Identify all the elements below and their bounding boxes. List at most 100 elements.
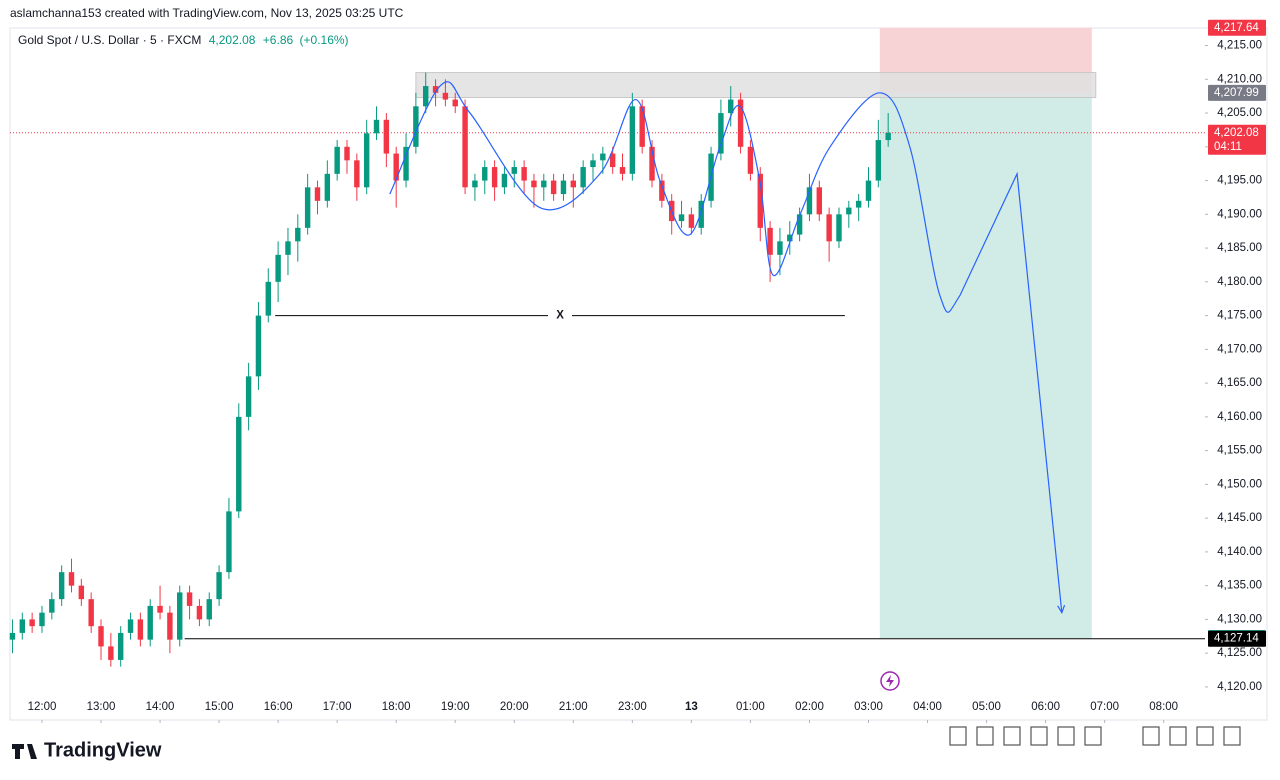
candle-body — [344, 146, 350, 161]
price-tag — [1208, 630, 1266, 647]
candle-body — [186, 592, 193, 606]
candle-body — [58, 572, 65, 600]
candle-body — [226, 511, 232, 573]
candle-body — [796, 214, 803, 235]
candle-body — [541, 180, 547, 188]
branding: TradingView — [12, 739, 162, 761]
candle-body — [698, 200, 704, 228]
candle-body — [619, 167, 626, 174]
x-tick-label: 04:00 — [913, 701, 942, 713]
candle-body — [826, 214, 832, 242]
icon — [1169, 726, 1187, 746]
projection-curve — [389, 81, 1063, 613]
x-tick-label: 20:00 — [500, 701, 529, 713]
candle-body — [560, 180, 567, 195]
candle-body — [255, 315, 262, 377]
icon — [1003, 726, 1021, 746]
target-zone — [879, 92, 1092, 639]
y-tick-label: 4,180.00 — [1217, 276, 1262, 288]
candle-body — [68, 572, 75, 586]
candle-body — [403, 146, 409, 181]
author-line: aslamchanna153 created with TradingView.… — [10, 6, 404, 20]
x-tick-label: 17:00 — [323, 701, 352, 713]
candle-body — [29, 619, 35, 627]
candle-body — [423, 86, 429, 107]
candle-body — [649, 146, 655, 181]
candle-body — [757, 173, 763, 228]
candle-body — [285, 241, 291, 255]
support-label: X — [556, 310, 564, 322]
logo-mark — [12, 744, 37, 759]
candle-body — [521, 167, 527, 181]
candle-body — [245, 376, 252, 417]
candle-body — [767, 227, 773, 255]
candle-body — [354, 160, 360, 188]
y-tick-label: 4,160.00 — [1217, 411, 1262, 423]
x-tick-label: 16:00 — [264, 701, 293, 713]
candle-body — [265, 281, 271, 316]
candle-body — [275, 254, 281, 282]
chart-frame — [9, 27, 1268, 721]
y-tick-label: 4,175.00 — [1217, 310, 1262, 322]
candle-body — [678, 214, 685, 222]
candle-body — [88, 599, 94, 627]
y-tick-label: 4,130.00 — [1217, 613, 1262, 625]
candle-body — [383, 119, 390, 154]
candle-body — [295, 227, 301, 242]
y-tick-label: 4,165.00 — [1217, 377, 1262, 389]
x-tick-label: 07:00 — [1090, 701, 1119, 713]
candle-body — [236, 416, 242, 512]
y-tick-label: 4,195.00 — [1217, 175, 1262, 187]
resistance-zone — [415, 72, 1097, 99]
candle-body — [600, 153, 606, 161]
price-tag-label: 4,127.14 — [1214, 633, 1259, 645]
candle-body — [432, 86, 439, 93]
candle-body — [688, 214, 695, 228]
icon — [1084, 726, 1102, 746]
candle-body — [304, 187, 311, 228]
y-tick-label: 4,205.00 — [1217, 107, 1262, 119]
candle-body — [885, 132, 891, 141]
candle-body — [472, 180, 478, 188]
price-tag — [1208, 19, 1266, 36]
candle-body — [718, 113, 724, 154]
candle-body — [855, 200, 862, 208]
x-tick-label: 18:00 — [382, 701, 411, 713]
x-tick-label: 13 — [685, 701, 698, 713]
candle-body — [728, 99, 734, 114]
change-percent: (+0.16%) — [300, 33, 349, 47]
symbol-line: Gold Spot / U.S. Dollar · 5 · FXCM 4,202… — [18, 33, 349, 47]
candle-body — [511, 167, 517, 174]
event-circle — [880, 671, 900, 691]
icon — [1196, 726, 1214, 746]
x-tick-label: 06:00 — [1031, 701, 1060, 713]
candle-body — [875, 140, 882, 181]
candle-body — [787, 234, 793, 242]
candle-body — [580, 167, 586, 188]
candle-body — [501, 173, 508, 188]
x-tick-label: 12:00 — [28, 701, 57, 713]
y-tick-label: 4,190.00 — [1217, 208, 1262, 220]
change: +6.86 — [263, 33, 294, 47]
candle-body — [393, 153, 399, 181]
candle-body — [216, 572, 222, 600]
candle-body — [629, 106, 636, 174]
candle-body — [570, 180, 577, 188]
candle-body — [157, 605, 163, 613]
brand-name: TradingView — [44, 739, 162, 761]
candle-body — [452, 99, 458, 107]
candle-body — [9, 632, 16, 640]
price-tag-label: 4,217.64 — [1214, 22, 1259, 34]
x-tick-label: 15:00 — [205, 701, 234, 713]
y-tick-label: 4,170.00 — [1217, 343, 1262, 355]
candle-body — [531, 180, 537, 188]
y-tick-label: 4,120.00 — [1217, 681, 1262, 693]
candle-body — [639, 106, 645, 147]
x-tick-label: 01:00 — [736, 701, 765, 713]
candle-body — [314, 187, 321, 201]
x-tick-label: 14:00 — [146, 701, 175, 713]
candle-body — [442, 92, 449, 100]
event-bolt — [886, 675, 894, 687]
y-tick-label: 4,210.00 — [1217, 73, 1262, 85]
